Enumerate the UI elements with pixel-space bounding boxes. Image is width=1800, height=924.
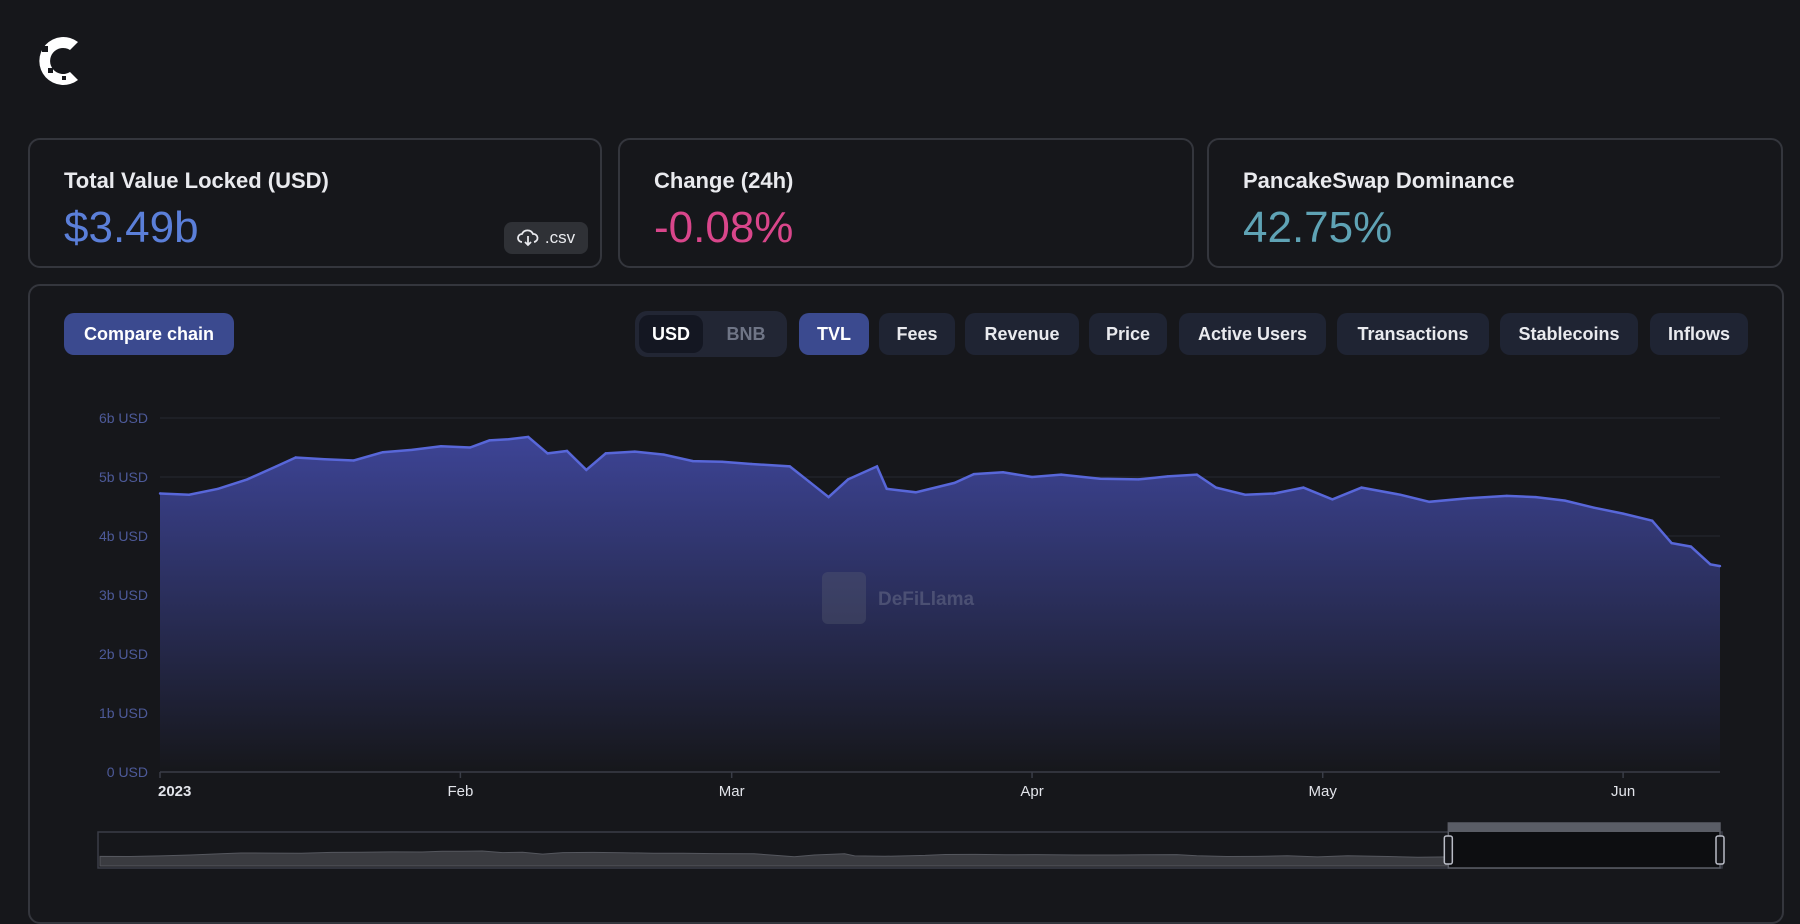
change-value: -0.08% (654, 203, 794, 252)
tab-transactions[interactable]: Transactions (1337, 313, 1489, 355)
dominance-value: 42.75% (1243, 203, 1393, 252)
cloud-download-icon (516, 229, 539, 247)
tab-stablecoins[interactable]: Stablecoins (1500, 313, 1638, 355)
change-label: Change (24h) (654, 168, 794, 193)
tab-tvl[interactable]: TVL (799, 313, 869, 355)
currency-toggle: USD BNB (635, 311, 787, 357)
tab-inflows[interactable]: Inflows (1650, 313, 1748, 355)
currency-option-usd[interactable]: USD (639, 315, 703, 353)
tab-price[interactable]: Price (1089, 313, 1167, 355)
chart-panel (28, 284, 1784, 924)
csv-label: .csv (544, 228, 576, 247)
currency-option-bnb[interactable]: BNB (726, 323, 766, 344)
csv-download-button[interactable]: .csv (504, 222, 588, 254)
dominance-label: PancakeSwap Dominance (1243, 168, 1515, 193)
tab-revenue[interactable]: Revenue (965, 313, 1079, 355)
tvl-value: $3.49b (64, 203, 199, 252)
compare-chain-button[interactable]: Compare chain (64, 313, 234, 355)
dominance-card: PancakeSwap Dominance 42.75% (1207, 138, 1783, 268)
change-card: Change (24h) -0.08% (618, 138, 1194, 268)
tab-active-users[interactable]: Active Users (1179, 313, 1326, 355)
tvl-card: Total Value Locked (USD) $3.49b .csv (28, 138, 602, 268)
tab-fees[interactable]: Fees (879, 313, 955, 355)
tvl-label: Total Value Locked (USD) (64, 168, 329, 193)
site-logo[interactable] (28, 28, 94, 94)
